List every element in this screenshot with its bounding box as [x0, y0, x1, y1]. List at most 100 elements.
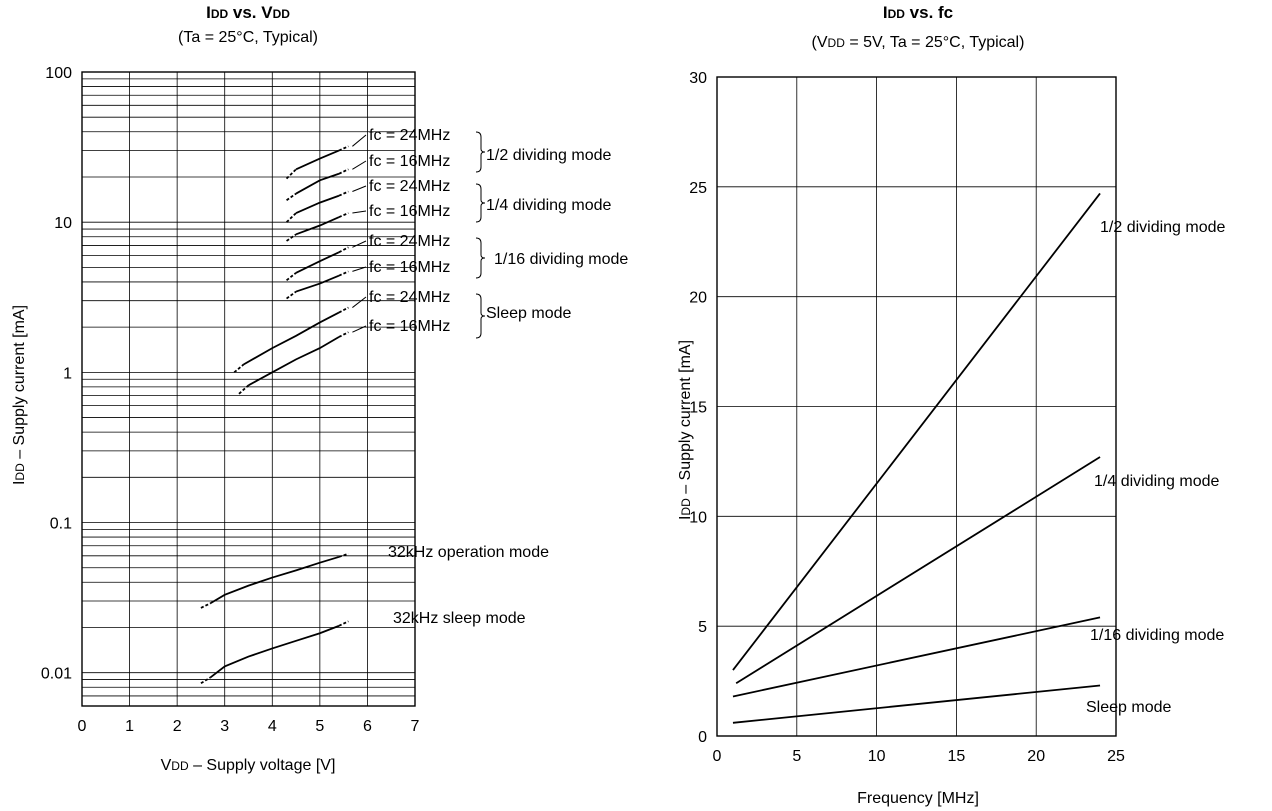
- right-series-line: [732, 616, 1101, 698]
- low-mode-label: 32kHz sleep mode: [393, 610, 526, 627]
- fc-label-leader: [352, 160, 367, 170]
- left-x-tick-label: 2: [173, 718, 182, 735]
- mode-label: Sleep mode: [486, 305, 571, 322]
- right-chart-ylabel: IDD – Supply current [mA]: [677, 340, 694, 520]
- low-mode-label: 32kHz operation mode: [388, 544, 549, 561]
- fc-label-leader: [352, 134, 367, 147]
- left-curve-dashed-start: [285, 168, 297, 180]
- fc-label: fc = 24MHz: [369, 233, 450, 250]
- left-curve-dashed-start: [285, 212, 297, 223]
- right-y-tick-label: 15: [689, 400, 707, 417]
- left-curve-line: [295, 251, 340, 274]
- left-curve-dashed-end: [338, 306, 349, 314]
- left-curve-dashed-start: [286, 290, 297, 300]
- left-curve-line: [295, 149, 340, 171]
- left-chart-ylabel: IDD – Supply current [mA]: [11, 305, 28, 485]
- left-y-tick-label: 0.01: [41, 666, 72, 683]
- left-curve-dashed-end: [338, 168, 349, 175]
- left-curve-dashed-start: [238, 384, 250, 395]
- left-x-tick-label: 0: [78, 718, 87, 735]
- left-curve-dashed-start: [200, 602, 211, 609]
- right-x-tick-label: 0: [713, 748, 722, 765]
- fc-label-leader: [352, 325, 367, 333]
- mode-label: 1/4 dividing mode: [486, 197, 612, 214]
- fc-label-leader: [352, 210, 367, 214]
- left-curve-dashed-end: [338, 270, 349, 277]
- fc-label-leader: [352, 266, 367, 272]
- left-x-tick-label: 7: [411, 718, 420, 735]
- fc-label: fc = 24MHz: [369, 289, 450, 306]
- mode-brace: [475, 131, 486, 173]
- left-curve-dashed-end: [338, 145, 349, 152]
- left-curve-dashed-start: [286, 192, 297, 201]
- left-curve-line: [248, 336, 340, 387]
- left-curve-line: [295, 216, 340, 236]
- left-chart-title: IDD vs. VDD: [206, 3, 290, 22]
- left-curve-line: [295, 194, 340, 214]
- left-x-tick-label: 3: [220, 718, 229, 735]
- left-curve-dashed-start: [200, 676, 211, 685]
- right-chart-title: IDD vs. fc: [883, 3, 953, 22]
- left-y-tick-label: 1: [63, 365, 72, 382]
- right-x-tick-label: 20: [1027, 748, 1045, 765]
- mode-label: 1/2 dividing mode: [486, 147, 612, 164]
- right-plot-frame: [716, 76, 1117, 737]
- fc-label: fc = 16MHz: [369, 259, 450, 276]
- right-y-tick-label: 10: [689, 509, 707, 526]
- fc-label: fc = 24MHz: [369, 127, 450, 144]
- left-x-tick-label: 6: [363, 718, 372, 735]
- right-x-tick-label: 10: [868, 748, 886, 765]
- right-y-tick-label: 5: [698, 619, 707, 636]
- left-curve-dashed-end: [338, 190, 349, 197]
- left-curve-line: [243, 311, 340, 366]
- right-series-label: Sleep mode: [1086, 699, 1171, 716]
- left-curve-dashed-end: [338, 246, 349, 254]
- fc-label-leader: [352, 240, 367, 248]
- right-plot-area: 0 5 10 15 20 25 0 5 10 15 20 25 30 1/2 dividing mode 1…: [689, 70, 1225, 765]
- left-curve-dashed-end: [338, 620, 349, 627]
- mode-brace: [475, 293, 486, 339]
- mode-label: 1/16 dividing mode: [494, 251, 628, 268]
- fc-label: fc = 16MHz: [369, 203, 450, 220]
- left-curve-dashed-start: [285, 272, 297, 282]
- fc-label: fc = 16MHz: [369, 153, 450, 170]
- left-y-tick-label: 0.1: [50, 516, 72, 533]
- left-x-tick-label: 5: [315, 718, 324, 735]
- right-y-tick-label: 20: [689, 290, 707, 307]
- right-series-label: 1/4 dividing mode: [1094, 473, 1220, 490]
- left-curve-line: [295, 274, 340, 293]
- right-series-label: 1/16 dividing mode: [1090, 627, 1224, 644]
- right-y-tick-label: 25: [689, 180, 707, 197]
- right-x-tick-label: 5: [792, 748, 801, 765]
- left-curve-dashed-start: [233, 363, 245, 374]
- left-curve-line: [209, 556, 340, 605]
- left-curve-dashed-end: [338, 552, 349, 558]
- left-y-tick-label: 10: [54, 215, 72, 232]
- right-y-tick-label: 0: [698, 729, 707, 746]
- right-series-line: [735, 456, 1101, 685]
- right-x-tick-label: 15: [948, 748, 966, 765]
- left-y-tick-label: 100: [45, 65, 72, 82]
- right-x-tick-label: 25: [1107, 748, 1125, 765]
- left-curve-line: [209, 625, 340, 679]
- left-curve-dashed-end: [338, 331, 349, 338]
- fc-label: fc = 24MHz: [369, 178, 450, 195]
- fc-label: fc = 16MHz: [369, 318, 450, 335]
- fc-label-leader: [352, 296, 367, 308]
- fc-label-leader: [352, 185, 367, 192]
- right-series-label: 1/2 dividing mode: [1100, 219, 1226, 236]
- mode-brace: [475, 183, 486, 223]
- left-x-tick-label: 4: [268, 718, 277, 735]
- left-plot-area: 0 1 2 3 4 5 6 7 100 10 1 0.1 0.01 fc = 24MHz fc = 16MH…: [41, 65, 629, 735]
- left-curve-dashed-end: [338, 212, 349, 218]
- right-y-tick-label: 30: [689, 70, 707, 87]
- right-series-line: [732, 192, 1101, 671]
- left-chart-xlabel: VDD – Supply voltage [V]: [161, 757, 336, 774]
- left-curve-dashed-start: [286, 233, 297, 242]
- left-chart-subtitle: (Ta = 25°C, Typical): [178, 29, 318, 46]
- left-plot-frame: [81, 71, 416, 707]
- right-chart-xlabel: Frequency [MHz]: [857, 790, 979, 807]
- mode-brace: [475, 237, 486, 279]
- left-x-tick-label: 1: [125, 718, 134, 735]
